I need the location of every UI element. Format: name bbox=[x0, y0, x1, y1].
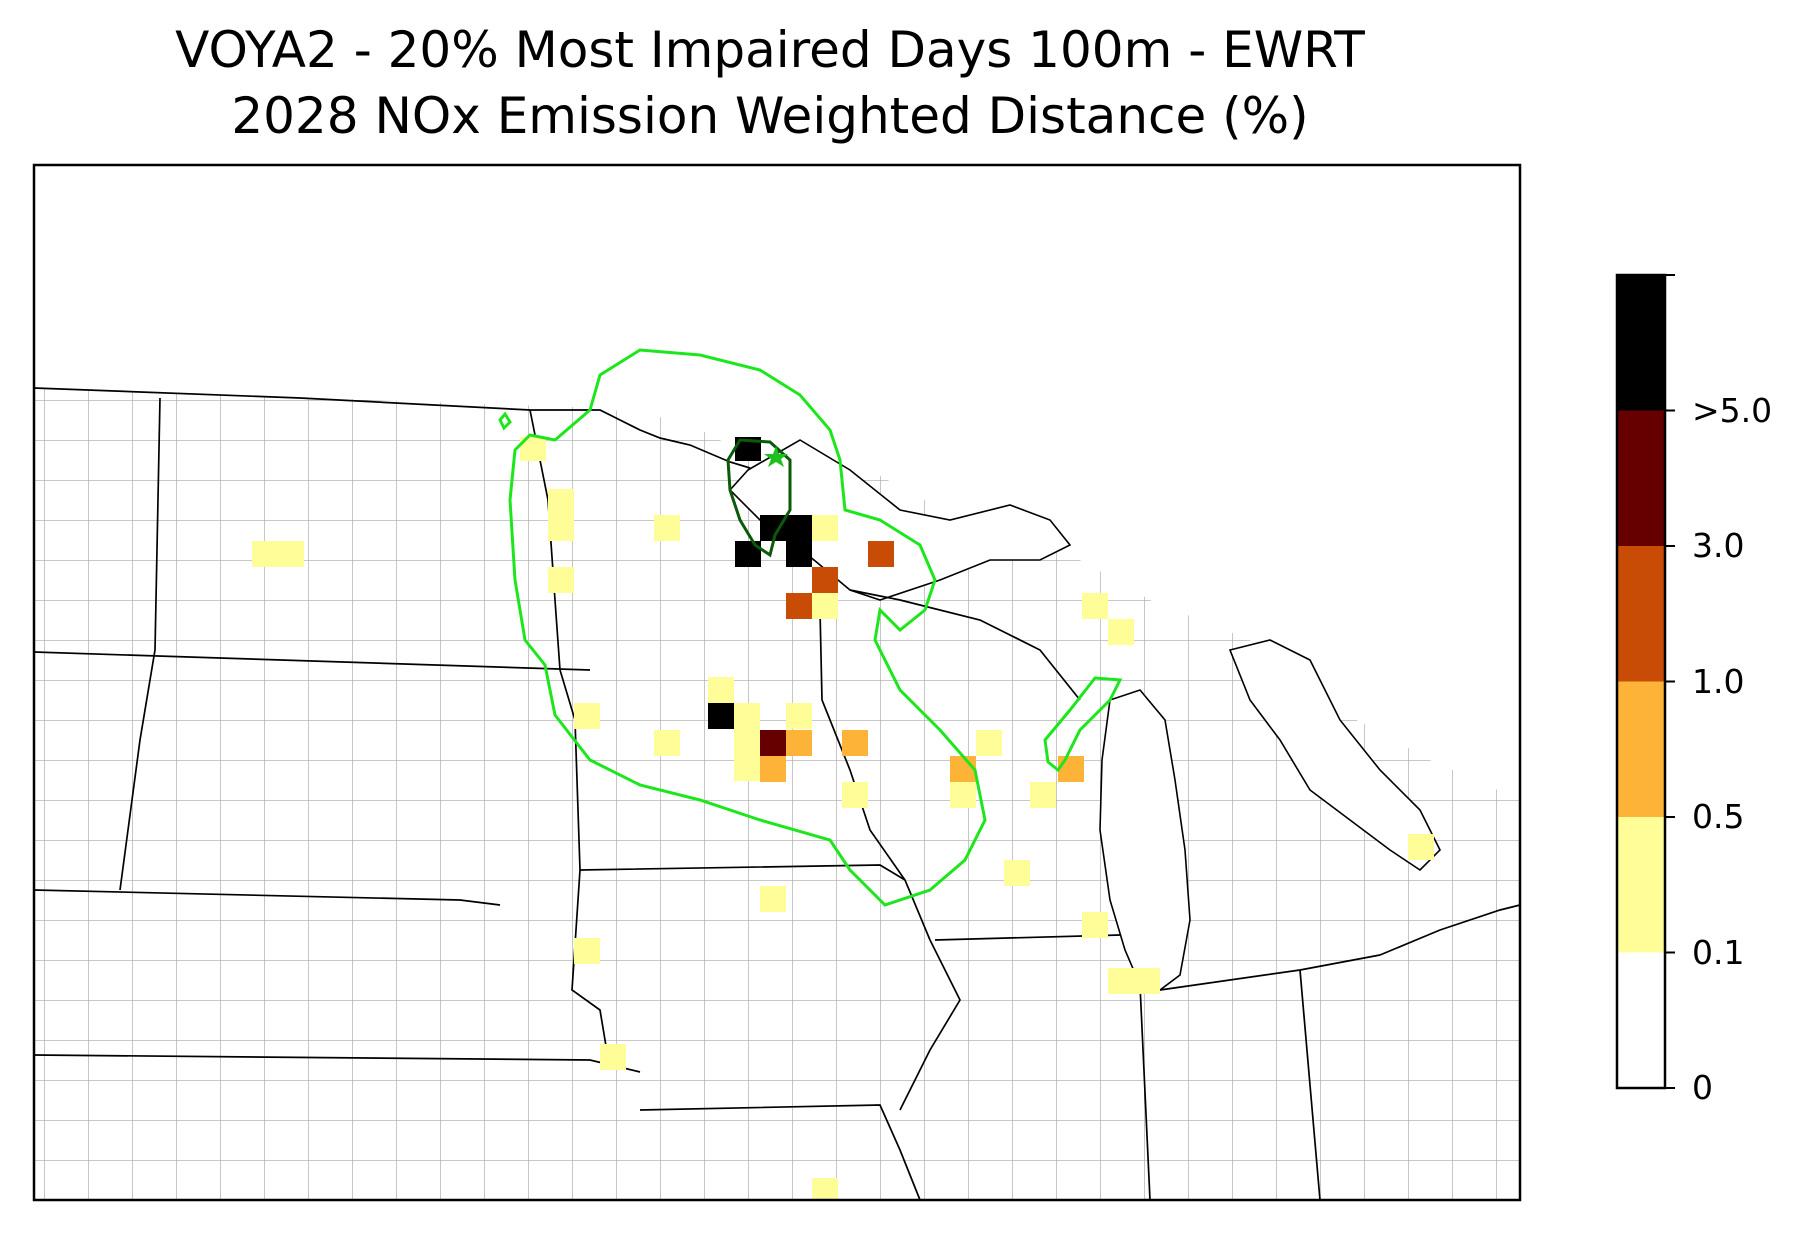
colorbar-bin bbox=[1617, 410, 1665, 546]
emission-cell bbox=[868, 541, 894, 567]
emission-cell bbox=[760, 756, 786, 782]
emission-cell bbox=[842, 782, 868, 808]
emission-cell bbox=[600, 1044, 626, 1070]
emission-cell bbox=[1082, 912, 1108, 938]
map-frame bbox=[32, 163, 1522, 1202]
map-title-line-2: 2028 NOx Emission Weighted Distance (%) bbox=[231, 87, 1309, 145]
emission-cell bbox=[760, 730, 786, 756]
emission-cell bbox=[786, 541, 812, 567]
emission-cell bbox=[786, 703, 812, 729]
emission-cell bbox=[812, 1178, 838, 1200]
colorbar-tick-label: 3.0 bbox=[1692, 526, 1745, 565]
emission-cell bbox=[786, 730, 812, 756]
emission-cell bbox=[734, 703, 760, 781]
colorbar-tick-label: 0 bbox=[1692, 1068, 1713, 1107]
emission-cell bbox=[760, 886, 786, 912]
emission-cell bbox=[1058, 756, 1084, 782]
great-lakes bbox=[728, 439, 1441, 991]
colorbar bbox=[1615, 273, 1675, 1090]
colorbar-bin bbox=[1617, 952, 1665, 1088]
emission-cell bbox=[1108, 619, 1134, 645]
emission-cell bbox=[1004, 860, 1030, 886]
emission-cell bbox=[1108, 968, 1160, 994]
emission-cell bbox=[812, 567, 838, 593]
emission-cell bbox=[708, 677, 734, 703]
emission-cell bbox=[786, 515, 812, 541]
emission-cell bbox=[786, 593, 812, 619]
emission-cell bbox=[1082, 593, 1108, 619]
emission-cell bbox=[1408, 834, 1434, 860]
emission-cell bbox=[574, 703, 600, 729]
star-icon bbox=[764, 446, 788, 467]
colorbar-bin bbox=[1617, 817, 1665, 953]
emission-cell bbox=[976, 730, 1002, 756]
outer-contour-small-east bbox=[1043, 676, 1123, 773]
emission-cell bbox=[950, 756, 976, 782]
emission-cell bbox=[812, 515, 838, 541]
emission-cell bbox=[574, 938, 600, 964]
colorbar-bin bbox=[1617, 275, 1665, 411]
map-title-line-1: VOYA2 - 20% Most Impaired Days 100m - EW… bbox=[175, 21, 1365, 79]
emission-cell bbox=[812, 593, 838, 619]
outer-contour bbox=[508, 348, 987, 907]
monitor-site-marker bbox=[764, 446, 788, 467]
emission-cell bbox=[252, 541, 304, 567]
emission-cell bbox=[708, 703, 734, 729]
outer-contour-small-north bbox=[498, 411, 512, 431]
emission-cell bbox=[654, 515, 680, 541]
emission-cell bbox=[548, 489, 574, 541]
emission-cell bbox=[1030, 782, 1056, 808]
emission-cell bbox=[548, 567, 574, 593]
colorbar-tick-label: 0.5 bbox=[1692, 797, 1745, 836]
colorbar-bin bbox=[1617, 681, 1665, 817]
emission-cell bbox=[842, 730, 868, 756]
emission-cells bbox=[252, 437, 1434, 1200]
colorbar-tick-label: 1.0 bbox=[1692, 661, 1745, 701]
emission-cell bbox=[760, 515, 786, 541]
colorbar-tick-label: 0.1 bbox=[1692, 932, 1745, 972]
colorbar-bin bbox=[1617, 546, 1665, 682]
emission-cell bbox=[950, 782, 976, 808]
emission-cell bbox=[654, 730, 680, 756]
colorbar-tick-label: >5.0 bbox=[1692, 390, 1773, 430]
